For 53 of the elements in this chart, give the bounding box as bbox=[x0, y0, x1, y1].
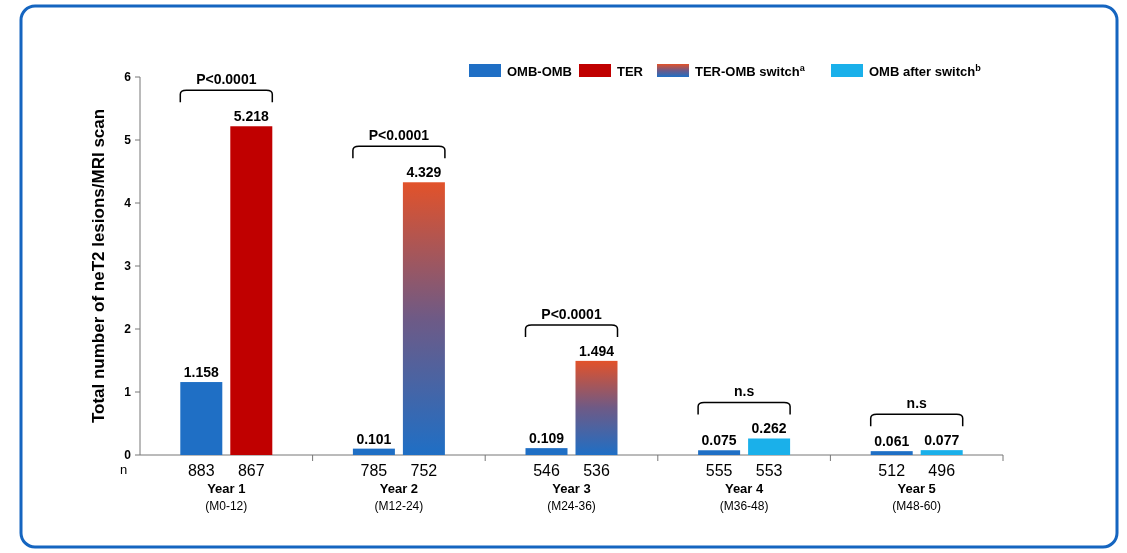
text: 496 bbox=[928, 462, 956, 479]
bar bbox=[575, 360, 618, 455]
bar bbox=[920, 450, 963, 455]
legend-label: OMB-OMB bbox=[507, 64, 572, 79]
text: 752 bbox=[410, 462, 438, 479]
annotation: n.s bbox=[733, 383, 755, 400]
data-label: 0.077 bbox=[924, 432, 960, 449]
text: 512 bbox=[878, 462, 906, 479]
annotation: P<0.0001 bbox=[196, 71, 257, 88]
legend-label: OMB after switch$^{b}$ bbox=[869, 63, 982, 79]
legend-label: TER bbox=[617, 64, 644, 79]
data-label: 0.075 bbox=[701, 432, 737, 449]
data-label: 0.101 bbox=[356, 430, 392, 447]
text: 867 bbox=[237, 462, 265, 479]
bar bbox=[748, 438, 791, 455]
y-tick-label: 5 bbox=[124, 133, 132, 147]
y-tick-label: 2 bbox=[124, 322, 132, 336]
annotation: n.s bbox=[906, 395, 928, 412]
text: 536 bbox=[583, 462, 610, 479]
y-tick-label: 1 bbox=[124, 385, 132, 399]
y-axis-title: Total number of neT2 lesions/MRI scan bbox=[89, 108, 108, 424]
x-tick-label: Year 3 (M24-36) bbox=[547, 481, 596, 513]
annotation: P<0.0001 bbox=[541, 305, 602, 322]
bar bbox=[230, 126, 273, 455]
text: n bbox=[120, 462, 128, 477]
bar bbox=[180, 382, 223, 455]
x-tick-label: Year 1 (M0-12) bbox=[205, 481, 248, 513]
bar bbox=[698, 450, 741, 455]
y-tick-label: 3 bbox=[124, 259, 132, 273]
data-label: 4.329 bbox=[406, 164, 442, 181]
data-label: 5.218 bbox=[233, 108, 270, 125]
annotation: P<0.0001 bbox=[368, 127, 430, 144]
y-tick-label: 4 bbox=[124, 196, 132, 210]
bar bbox=[870, 451, 913, 455]
text: 555 bbox=[705, 462, 733, 479]
text: 785 bbox=[360, 462, 388, 479]
x-tick-label: Year 5 (M48-60) bbox=[892, 481, 942, 513]
data-label: 0.109 bbox=[528, 430, 565, 447]
data-label: 1.158 bbox=[183, 364, 220, 381]
data-label: 0.061 bbox=[874, 433, 910, 450]
bar bbox=[525, 448, 568, 455]
legend-label: TER-OMB switch$^{a}$ bbox=[695, 63, 806, 79]
data-label: 0.262 bbox=[751, 420, 787, 437]
text: 883 bbox=[187, 462, 215, 479]
text: 546 bbox=[533, 462, 560, 479]
data-label: 1.494 bbox=[578, 342, 615, 359]
x-tick-label: Year 4 (M36-48) bbox=[719, 481, 769, 513]
x-tick-label: Year 2 (M12-24) bbox=[374, 481, 424, 513]
bar bbox=[352, 448, 395, 455]
y-tick-label: 0 bbox=[124, 448, 132, 462]
text: 553 bbox=[755, 462, 783, 479]
bar bbox=[402, 182, 445, 455]
y-tick-label: 6 bbox=[124, 70, 132, 84]
